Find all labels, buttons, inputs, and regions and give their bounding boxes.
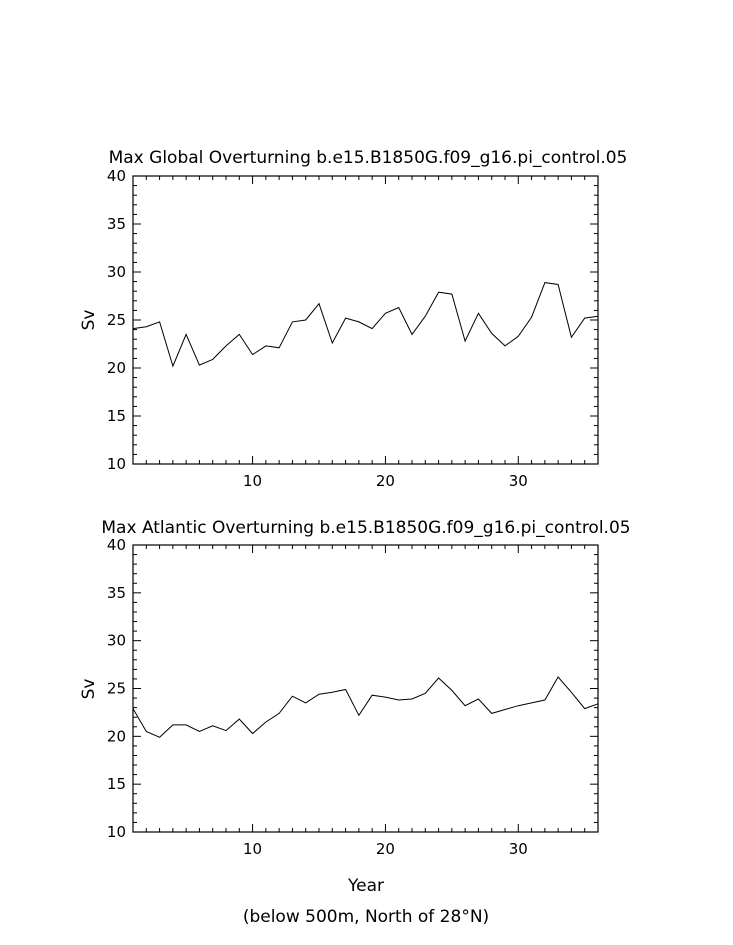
y-tick-label: 15 xyxy=(107,775,126,793)
global-overturning-panel: Max Global Overturning b.e15.B1850G.f09_… xyxy=(79,148,627,490)
y-tick-label: 25 xyxy=(107,680,126,698)
plot-frame xyxy=(132,544,599,833)
y-tick-label: 30 xyxy=(107,632,126,650)
footer-note: (below 500m, North of 28°N) xyxy=(243,907,489,927)
x-tick-label: 10 xyxy=(243,472,262,490)
chart-title: Max Global Overturning b.e15.B1850G.f09_… xyxy=(109,148,628,168)
x-tick-label: 20 xyxy=(376,840,395,858)
y-tick-label: 35 xyxy=(107,584,126,602)
y-tick-label: 25 xyxy=(107,311,126,329)
x-tick-label: 10 xyxy=(243,840,262,858)
y-axis-label: Sv xyxy=(79,679,99,700)
plot-frame xyxy=(132,175,599,465)
y-tick-label: 20 xyxy=(107,359,126,377)
x-axis-label: Year xyxy=(347,876,384,896)
axis-ticks xyxy=(132,175,599,465)
x-tick-label: 30 xyxy=(509,840,528,858)
axis-tick-labels: 10 20 30 10 15 20 25 30 35 40 xyxy=(107,167,528,490)
atlantic-overturning-panel: Max Atlantic Overturning b.e15.B1850G.f0… xyxy=(79,518,631,896)
y-tick-label: 40 xyxy=(107,536,126,554)
series-line xyxy=(132,676,599,738)
chart-title: Max Atlantic Overturning b.e15.B1850G.f0… xyxy=(101,518,630,538)
y-tick-label: 10 xyxy=(107,823,126,841)
y-tick-label: 20 xyxy=(107,727,126,745)
x-tick-label: 20 xyxy=(376,472,395,490)
x-tick-label: 30 xyxy=(509,472,528,490)
y-tick-label: 10 xyxy=(107,455,126,473)
series-line-group xyxy=(132,676,599,738)
series-line xyxy=(132,282,599,368)
y-tick-label: 40 xyxy=(107,167,126,185)
y-tick-label: 30 xyxy=(107,263,126,281)
y-tick-label: 35 xyxy=(107,215,126,233)
series-line-group xyxy=(132,282,599,368)
axis-tick-labels: 10 20 30 10 15 20 25 30 35 40 xyxy=(107,536,528,858)
y-axis-label: Sv xyxy=(79,310,99,331)
y-tick-label: 15 xyxy=(107,407,126,425)
axis-ticks xyxy=(132,544,599,833)
